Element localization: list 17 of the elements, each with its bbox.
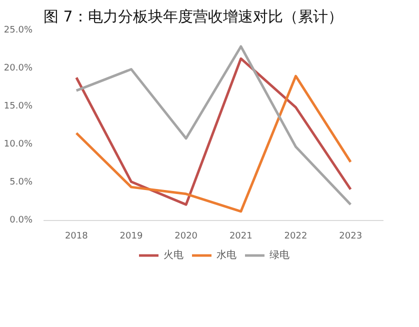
legend-label: 绿电 (270, 248, 290, 262)
y-tick-label: 10.0% (4, 140, 33, 150)
chart-title: 图 7：电力分板块年度营收增速对比（累计） (44, 8, 343, 26)
y-tick-label: 5.0% (10, 178, 33, 188)
legend-label: 火电 (164, 248, 184, 262)
line-series (75, 74, 352, 213)
y-tick-label: 25.0% (4, 26, 33, 36)
legend-label: 水电 (216, 248, 236, 262)
y-tick-label: 15.0% (4, 102, 33, 112)
y-tick-label: 0.0% (10, 216, 33, 226)
x-tick-label: 2019 (120, 232, 143, 242)
x-tick-label: 2018 (64, 232, 88, 242)
y-tick-label: 20.0% (4, 64, 33, 74)
x-tick-label: 2023 (339, 232, 362, 242)
x-tick-label: 2021 (229, 232, 252, 242)
x-tick-label: 2022 (284, 232, 308, 242)
x-tick-label: 2020 (174, 232, 198, 242)
